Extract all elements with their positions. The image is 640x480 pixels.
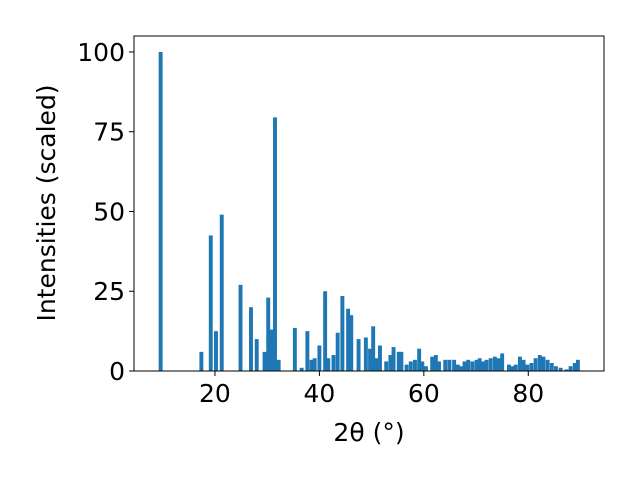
x-axis-ticks: 20 40 60 80 (199, 371, 544, 408)
bar (474, 359, 479, 371)
bar (312, 358, 317, 371)
bar (417, 348, 422, 371)
bar (404, 364, 409, 371)
bar (470, 361, 475, 371)
bar (276, 359, 281, 371)
bar (349, 315, 354, 371)
bar (420, 361, 425, 371)
bar (477, 358, 482, 371)
bar (423, 366, 428, 371)
bar (346, 308, 351, 371)
y-tick-label: 75 (93, 118, 125, 147)
bar (529, 363, 534, 371)
bar (208, 235, 213, 371)
bar (437, 361, 441, 371)
x-tick-label: 40 (303, 379, 335, 408)
bar (554, 366, 558, 371)
bar (443, 359, 448, 371)
bar (430, 356, 435, 371)
bar (575, 359, 580, 371)
x-tick-label: 60 (408, 379, 440, 408)
bar (371, 326, 376, 371)
bar (549, 363, 554, 371)
bar (340, 296, 345, 371)
bar (510, 366, 515, 371)
bar (331, 355, 336, 371)
bar (525, 364, 530, 371)
bar (305, 331, 310, 371)
bar (299, 367, 304, 371)
bar (458, 366, 463, 371)
bar (254, 339, 259, 371)
bar (335, 332, 340, 371)
bar (374, 358, 379, 371)
bar (323, 291, 328, 371)
bar (572, 363, 577, 371)
bar (158, 51, 163, 371)
y-axis-ticks: 0 25 50 75 100 (77, 38, 134, 386)
x-tick-label: 80 (512, 379, 544, 408)
bar (496, 358, 501, 371)
bar (391, 347, 396, 371)
bar (564, 369, 569, 371)
bar (447, 359, 452, 371)
bar (513, 364, 518, 371)
bar (413, 359, 417, 371)
bar (568, 366, 573, 371)
bar (388, 355, 393, 371)
bar (363, 337, 368, 371)
x-tick-label: 20 (199, 379, 231, 408)
bar (500, 353, 505, 371)
bar (492, 356, 497, 371)
bar (396, 351, 401, 371)
bar (537, 355, 542, 371)
bar (317, 345, 322, 371)
bar (292, 327, 297, 371)
y-tick-label: 50 (93, 197, 125, 226)
x-axis-label: 2θ (°) (333, 418, 404, 447)
bar (399, 351, 404, 371)
bar (238, 284, 243, 371)
bar (266, 297, 271, 371)
bar (199, 351, 204, 371)
bar (521, 359, 526, 371)
bar (384, 361, 389, 371)
bar (214, 331, 218, 371)
plot-frame (133, 35, 605, 372)
bar (219, 214, 224, 371)
bar (484, 359, 489, 371)
bar (455, 364, 460, 371)
bar (488, 358, 493, 371)
bar (309, 359, 314, 371)
y-axis-label: Intensities (scaled) (32, 84, 61, 321)
bar (533, 358, 538, 371)
bars-group (158, 51, 580, 371)
bar (378, 345, 382, 371)
y-tick-label: 25 (93, 277, 125, 306)
bar (433, 355, 438, 371)
bar (507, 364, 511, 371)
bar (541, 356, 546, 371)
bar (481, 361, 486, 371)
bar (368, 348, 373, 371)
bar (462, 361, 467, 371)
y-tick-label: 0 (109, 357, 125, 386)
y-tick-label: 100 (77, 38, 125, 67)
bar (326, 358, 331, 371)
bar (269, 329, 274, 371)
bar (452, 359, 457, 371)
bar (558, 367, 563, 371)
bar (466, 359, 471, 371)
bar (408, 361, 413, 371)
bar (545, 359, 550, 371)
bar (356, 339, 361, 371)
bar (517, 356, 522, 371)
bar (249, 307, 253, 371)
bar (273, 117, 277, 371)
bar (262, 351, 267, 371)
